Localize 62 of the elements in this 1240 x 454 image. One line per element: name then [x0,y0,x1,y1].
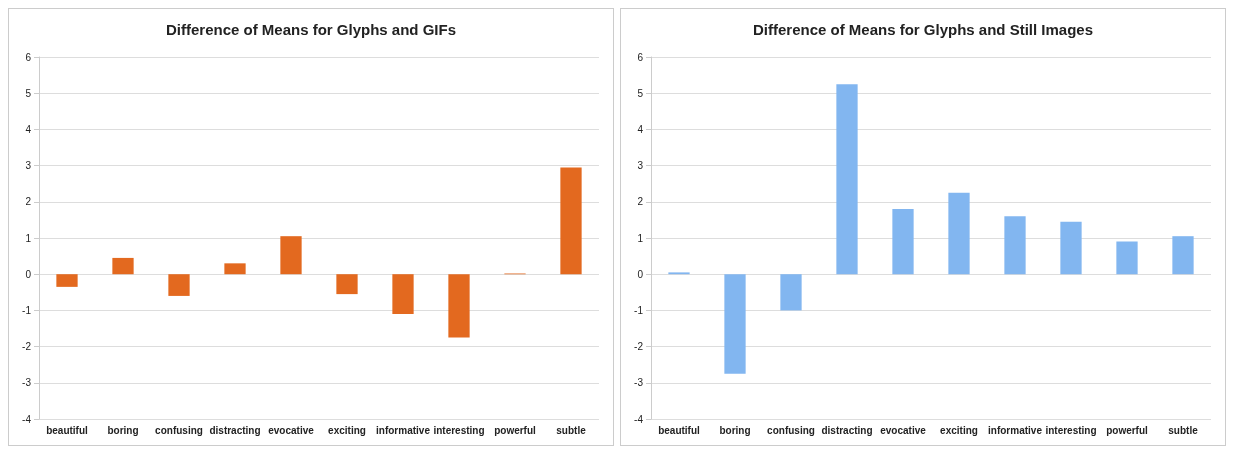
x-tick-label: distracting [209,424,261,436]
chart-title: Difference of Means for Glyphs and GIFs [165,21,457,38]
bar [892,209,914,275]
x-tick-label: subtle [556,424,587,436]
bar [1116,241,1138,275]
x-tick-label: beautiful [46,424,89,436]
bar [56,274,78,287]
bar [780,274,802,311]
y-tick-label: 2 [637,196,644,208]
x-tick-label: evocative [880,424,927,436]
x-tick-label: beautiful [658,424,701,436]
x-tick-label: confusing [767,424,815,436]
y-tick-label: 3 [637,160,644,172]
bar [336,274,358,295]
y-tick-label: 6 [637,51,644,63]
bar [168,274,190,296]
x-tick-label: distracting [821,424,873,436]
y-tick-label: 0 [25,268,32,280]
bar [1004,216,1026,275]
x-tick-label: powerful [1106,424,1149,436]
y-tick-label: 4 [637,123,644,135]
bar [1060,221,1082,275]
bar [1172,236,1194,275]
y-tick-label: -1 [22,304,32,316]
x-tick-label: boring [107,424,139,436]
x-tick-label: powerful [494,424,537,436]
y-tick-label: 5 [637,87,644,99]
y-tick-label: 3 [25,160,32,172]
bar [392,274,414,315]
y-tick-label: -4 [22,413,32,425]
x-tick-label: informative [376,424,431,436]
x-tick-label: interesting [433,424,485,436]
bar [224,263,246,275]
y-tick-label: 5 [25,87,32,99]
bar [448,274,470,338]
bar [280,236,302,275]
bar [836,84,858,275]
x-tick-label: subtle [1168,424,1199,436]
y-tick-label: 6 [25,51,32,63]
y-tick-label: 1 [25,232,32,244]
y-tick-label: 1 [637,232,644,244]
bar [948,192,970,275]
y-tick-label: -1 [634,304,644,316]
x-tick-label: informative [988,424,1043,436]
x-tick-label: exciting [328,424,366,436]
bar [560,167,582,275]
y-tick-label: 2 [25,196,32,208]
y-tick-label: -3 [634,377,644,389]
bar [724,274,746,374]
y-tick-label: -2 [634,341,644,353]
y-tick-label: 0 [637,268,644,280]
x-tick-label: boring [719,424,751,436]
y-tick-label: -2 [22,341,32,353]
x-tick-label: exciting [940,424,978,436]
chart-title: Difference of Means for Glyphs and Still Images [752,21,1094,38]
x-tick-label: confusing [155,424,203,436]
y-tick-label: -3 [22,377,32,389]
y-tick-label: -4 [634,413,644,425]
x-tick-label: evocative [268,424,315,436]
x-tick-label: interesting [1045,424,1097,436]
bar [112,257,134,275]
y-tick-label: 4 [25,123,32,135]
